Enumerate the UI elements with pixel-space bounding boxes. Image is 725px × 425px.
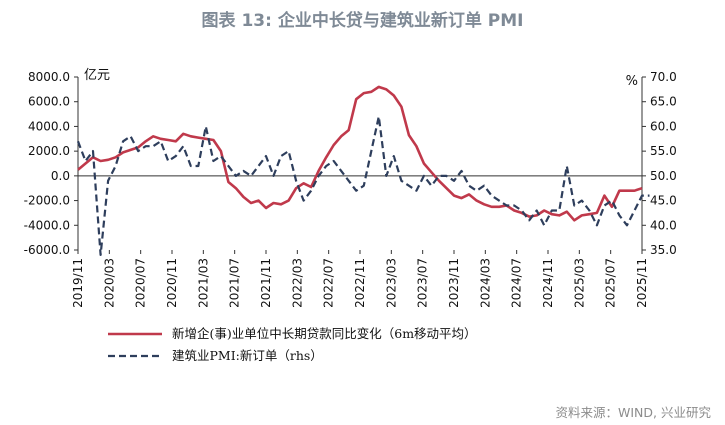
left-tick-label: 4000.0 xyxy=(28,119,70,133)
right-tick-label: 55.0 xyxy=(650,144,677,158)
x-tick-label: 2022/11 xyxy=(353,258,367,308)
left-tick-label: 2000.0 xyxy=(28,144,70,158)
x-tick-label: 2020/03 xyxy=(102,258,116,308)
x-tick-label: 2023/03 xyxy=(384,258,398,308)
x-tick-label: 2022/03 xyxy=(290,258,304,308)
left-tick-label: 6000.0 xyxy=(28,95,70,109)
x-tick-label: 2024/03 xyxy=(478,258,492,308)
x-tick-label: 2025/07 xyxy=(604,258,618,308)
x-tick-label: 2021/07 xyxy=(228,258,242,308)
right-tick-label: 50.0 xyxy=(650,169,677,183)
legend: 新增企(事)业单位中长期贷款同比变化（6m移动平均） 建筑业PMI:新订单（rhs… xyxy=(108,326,477,363)
x-tick-label: 2021/03 xyxy=(196,258,210,308)
loan-series-line xyxy=(77,85,643,222)
legend-label-loan: 新增企(事)业单位中长期贷款同比变化（6m移动平均） xyxy=(172,326,477,341)
left-tick-label: -6000.0 xyxy=(24,243,70,257)
right-tick-label: 65.0 xyxy=(650,95,677,109)
left-tick-label: -4000.0 xyxy=(24,218,70,232)
x-axis-ticks: 2019/11 2020/03 2020/07 2020/11 2021/03 2021/… xyxy=(71,250,649,308)
right-axis-ticks: 70.0 65.0 60.0 55.0 50.0 45.0 40.0 35.0 xyxy=(642,70,677,257)
x-tick-label: 2024/11 xyxy=(541,258,555,308)
axes xyxy=(77,77,643,250)
x-tick-label: 2025/03 xyxy=(572,258,586,308)
left-axis-ticks: 8000.0 6000.0 4000.0 2000.0 0.0 -2000.0 -4000.… xyxy=(24,70,78,257)
right-tick-label: 60.0 xyxy=(650,119,677,133)
x-tick-label: 2023/07 xyxy=(416,258,430,308)
source-note: 资料来源：WIND, 兴业研究 xyxy=(555,405,711,420)
right-tick-label: 70.0 xyxy=(650,70,677,84)
x-tick-label: 2021/11 xyxy=(259,258,273,308)
pmi-series-line xyxy=(76,115,650,256)
right-axis-unit: % xyxy=(626,74,638,89)
legend-label-pmi: 建筑业PMI:新订单（rhs） xyxy=(172,348,323,363)
left-axis-unit: 亿元 xyxy=(84,68,110,83)
series-lines xyxy=(76,85,650,256)
x-tick-label: 2019/11 xyxy=(71,258,85,308)
right-tick-label: 35.0 xyxy=(650,243,677,257)
x-tick-label: 2022/07 xyxy=(322,258,336,308)
figure-title: 图表 13: 企业中长贷与建筑业新订单 PMI xyxy=(201,11,524,31)
x-tick-label: 2020/11 xyxy=(165,258,179,308)
left-tick-label: -2000.0 xyxy=(24,194,70,208)
left-tick-label: 8000.0 xyxy=(28,70,70,84)
x-tick-label: 2020/07 xyxy=(134,258,148,308)
right-tick-label: 45.0 xyxy=(650,194,677,208)
right-tick-label: 40.0 xyxy=(650,218,677,232)
x-tick-label: 2025/11 xyxy=(635,258,649,308)
left-tick-label: 0.0 xyxy=(51,169,70,183)
x-tick-label: 2023/11 xyxy=(447,258,461,308)
x-tick-label: 2024/07 xyxy=(510,258,524,308)
